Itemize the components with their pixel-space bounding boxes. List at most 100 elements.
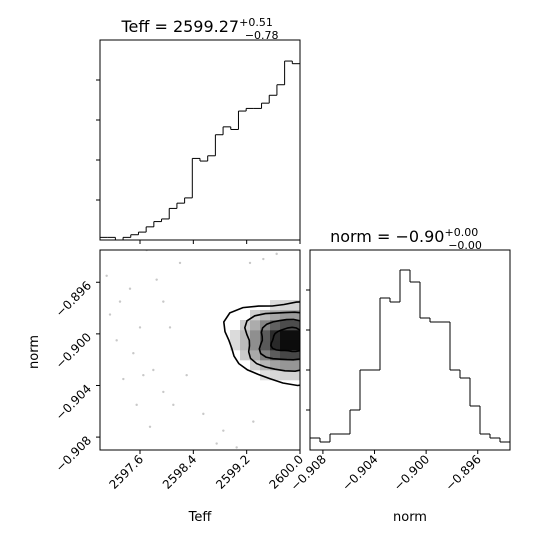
joint-density-cell [280, 330, 291, 341]
joint-density-cell [260, 360, 271, 371]
joint-density-cell [270, 350, 281, 361]
joint-density-cell [270, 360, 281, 371]
joint-density-cell [250, 350, 261, 361]
joint-density-cell [290, 330, 300, 341]
joint-sample-point [122, 377, 125, 381]
joint-frame [99, 249, 301, 451]
norm-histogram-xtick-label: −0.900 [391, 452, 432, 493]
joint-xtick-label: 2598.4 [160, 452, 200, 492]
joint-sample-point [155, 278, 158, 281]
joint-density-cell [260, 330, 271, 341]
joint-density-cell [260, 310, 271, 321]
joint-contour-level [243, 311, 300, 373]
norm-histogram-ticks: −0.908 −0.904 −0.900 −0.896 [288, 289, 484, 494]
joint-ytick-label: −0.904 [53, 382, 94, 423]
teff-histogram-frame [99, 39, 301, 241]
joint-sample-point [185, 373, 188, 377]
joint-sample-point [275, 252, 278, 256]
joint-sample-point [135, 403, 138, 407]
joint-ytick-label: −0.900 [53, 330, 94, 371]
joint-sample-point [148, 425, 152, 428]
joint-x-ticks: 2597.6 2598.4 2599.2 2600.0 [107, 450, 306, 492]
joint-sample-point [172, 403, 175, 407]
norm-histogram-panel: norm = −0.90+0.00 −0.00 −0.908 −0.904 −0.90… [288, 226, 511, 525]
joint-sample-point [142, 373, 145, 377]
joint-sample-point [108, 313, 112, 316]
joint-density-cell [280, 350, 291, 361]
teff-histogram-panel: Teff = 2599.27+0.51 −0.78 [96, 16, 301, 244]
joint-density-cell [290, 360, 300, 371]
joint-x-axis-label: Teff [188, 510, 213, 525]
norm-histogram-frame [309, 249, 511, 451]
joint-contour-level [222, 301, 300, 387]
joint-ytick-label: −0.896 [53, 278, 94, 319]
joint-sample-point [248, 261, 252, 265]
teff-title-sub: −0.78 [245, 29, 279, 42]
joint-density-cell [280, 310, 291, 321]
joint-sample-point [168, 326, 172, 329]
joint-density-cell [280, 340, 291, 351]
joint-density-cell [230, 330, 241, 341]
joint-sample-point [262, 257, 265, 261]
joint-sample-point [178, 261, 182, 265]
joint-density-cell [290, 370, 300, 381]
joint-density-cell [280, 300, 291, 311]
joint-density-cell [280, 360, 291, 371]
joint-density-cell [240, 350, 251, 361]
joint-sample-point [132, 352, 135, 355]
joint-ytick-label: −0.908 [53, 433, 94, 474]
joint-density-cell [260, 370, 271, 381]
norm-histogram-marks [310, 269, 510, 443]
joint-density-cell [260, 340, 271, 351]
joint-sample-point [138, 326, 142, 329]
norm-title-sup: +0.00 [444, 226, 478, 239]
norm-title-sub: −0.00 [448, 239, 482, 252]
joint-density-cell [290, 310, 300, 321]
joint-sample-point [235, 446, 238, 449]
joint-sample-point [115, 339, 118, 342]
joint-sample-point [118, 300, 122, 303]
norm-histogram-xtick-label: −0.904 [339, 452, 380, 493]
joint-density-cell [230, 340, 241, 351]
joint-density-cell [290, 340, 300, 351]
joint-sample-point [222, 429, 225, 432]
joint-density-cell [290, 300, 300, 311]
joint-density-cell [280, 370, 291, 381]
teff-title-main: Teff = 2599.27 [120, 17, 239, 36]
joint-density-cell [250, 360, 261, 371]
joint-density-cell [240, 330, 251, 341]
joint-density-cell [290, 320, 300, 331]
norm-x-axis-label: norm [393, 510, 427, 525]
joint-density-cell [270, 310, 281, 321]
joint-sample-point [152, 368, 155, 372]
joint-density-cell [270, 370, 281, 381]
joint-sample-point [162, 390, 165, 394]
joint-density-cell [250, 320, 261, 331]
joint-xtick-label: 2597.6 [107, 452, 147, 492]
joint-density-cell [270, 320, 281, 331]
joint-density-cell [240, 340, 251, 351]
teff-histogram-ticks [96, 79, 301, 244]
joint-sample-point [252, 420, 255, 423]
joint-density-cell [280, 320, 291, 331]
joint-sample-point [202, 412, 205, 416]
norm-histogram-xtick-label: −0.896 [443, 452, 484, 493]
norm-histogram-title: norm = −0.90+0.00 −0.00 [330, 226, 482, 252]
joint-density-cell [260, 350, 271, 361]
teff-histogram-marks [100, 60, 300, 241]
norm-title-main: norm = −0.90 [330, 227, 444, 246]
joint-y-ticks: −0.896 −0.900 −0.904 −0.908 [53, 278, 100, 475]
joint-y-axis-label: norm [27, 335, 42, 369]
joint-sample-point [105, 274, 108, 278]
joint-density-cell [270, 340, 281, 351]
joint-xtick-label: 2599.2 [213, 452, 253, 492]
joint-sample-point [128, 287, 132, 290]
joint-contour-level [258, 318, 300, 361]
joint-sample-point [162, 300, 165, 303]
teff-title-sup: +0.51 [239, 16, 273, 29]
joint-sample-point [215, 442, 218, 445]
joint-density-cell [290, 350, 300, 361]
joint-density-cell [270, 330, 281, 341]
teff-histogram-title: Teff = 2599.27+0.51 −0.78 [120, 16, 278, 42]
